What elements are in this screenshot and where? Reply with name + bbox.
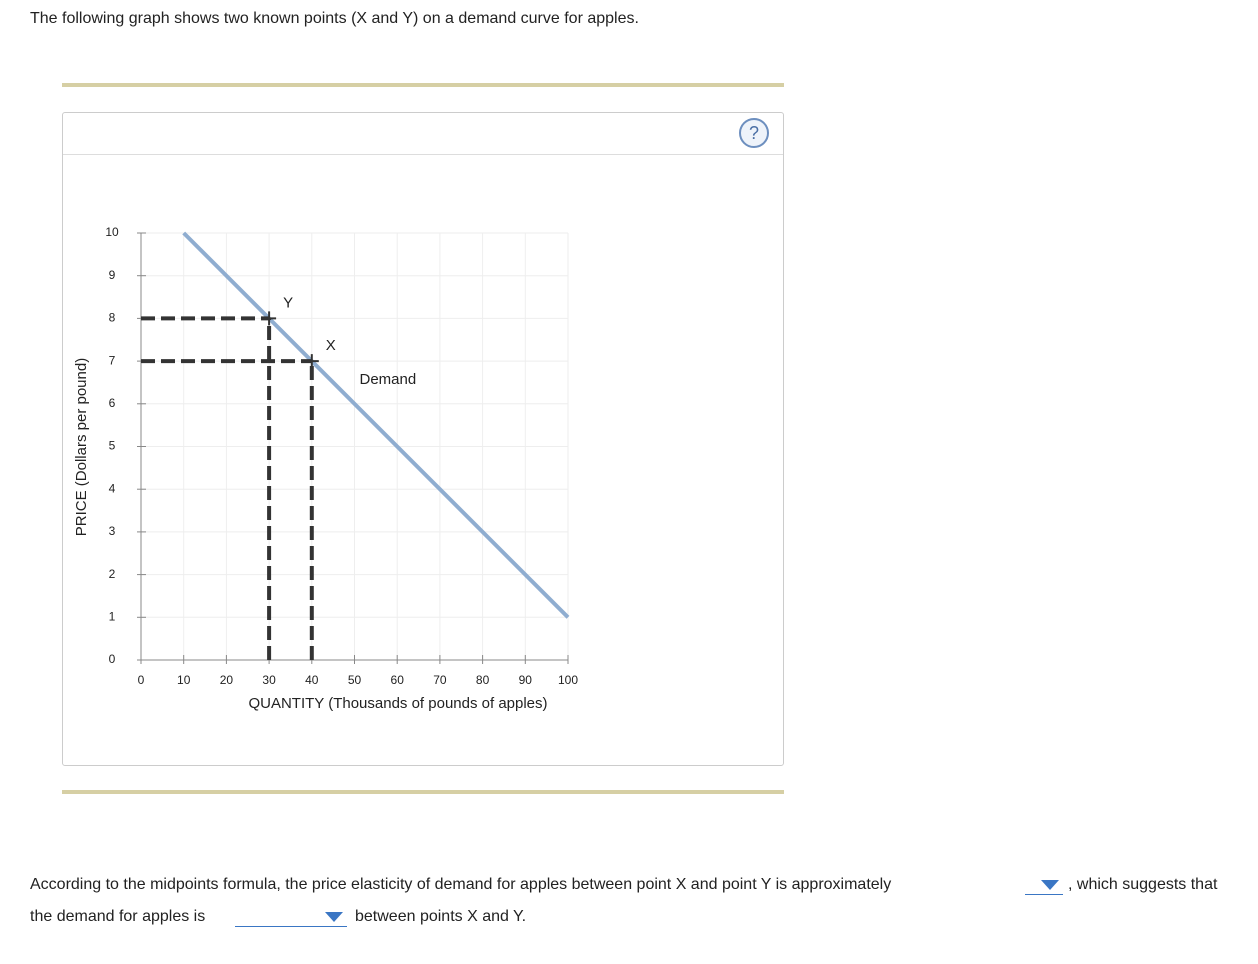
y-axis-label: PRICE (Dollars per pound) — [73, 358, 90, 536]
y-tick-label: 2 — [109, 567, 116, 581]
divider — [62, 83, 784, 87]
y-tick-label: 6 — [109, 396, 116, 410]
question-line2-end: between points X and Y. — [355, 908, 527, 925]
y-tick-label: 5 — [109, 439, 116, 453]
x-tick-label: 100 — [558, 673, 578, 687]
demand-line — [182, 231, 570, 619]
help-icon[interactable] — [739, 118, 769, 148]
x-tick-label: 60 — [391, 673, 405, 687]
y-tick-label: 0 — [109, 652, 116, 666]
x-tick-label: 10 — [177, 673, 191, 687]
x-tick-label: 30 — [262, 673, 276, 687]
x-axis-label: QUANTITY (Thousands of pounds of apples) — [248, 695, 547, 712]
x-tick-label: 80 — [476, 673, 490, 687]
point-marker — [304, 354, 319, 369]
x-tick-label: 20 — [220, 673, 234, 687]
y-tick-label: 3 — [109, 524, 116, 538]
y-tick-label: 4 — [109, 481, 116, 495]
question-line1-end: , which suggests that — [1068, 876, 1218, 893]
divider — [62, 790, 784, 794]
series-label: Demand — [359, 371, 416, 388]
x-tick-label: 50 — [348, 673, 362, 687]
question-line2: the demand for apples is — [30, 908, 206, 925]
x-tick-label: 70 — [433, 673, 447, 687]
x-tick-label: 40 — [305, 673, 319, 687]
panel-header-line — [63, 154, 783, 155]
y-tick-label: 7 — [109, 353, 116, 367]
elasticity-dropdown[interactable] — [1025, 876, 1063, 895]
y-tick-label: 8 — [109, 311, 116, 325]
graph-panel — [62, 112, 784, 766]
help-icon-label[interactable]: ? — [749, 123, 759, 143]
x-tick-label: 0 — [138, 673, 145, 687]
y-tick-label: 9 — [109, 268, 116, 282]
intro-text: The following graph shows two known poin… — [30, 10, 639, 27]
point-label: X — [326, 337, 336, 354]
point-label: Y — [283, 294, 293, 311]
y-tick-label: 10 — [105, 225, 119, 239]
point-marker — [262, 311, 277, 326]
y-tick-label: 1 — [109, 609, 116, 623]
chart: ? QUANTITY (Thousands of pounds of apple… — [73, 118, 769, 712]
demand-type-dropdown[interactable] — [235, 908, 347, 927]
x-tick-label: 90 — [519, 673, 533, 687]
question-line1: According to the midpoints formula, the … — [30, 876, 892, 893]
